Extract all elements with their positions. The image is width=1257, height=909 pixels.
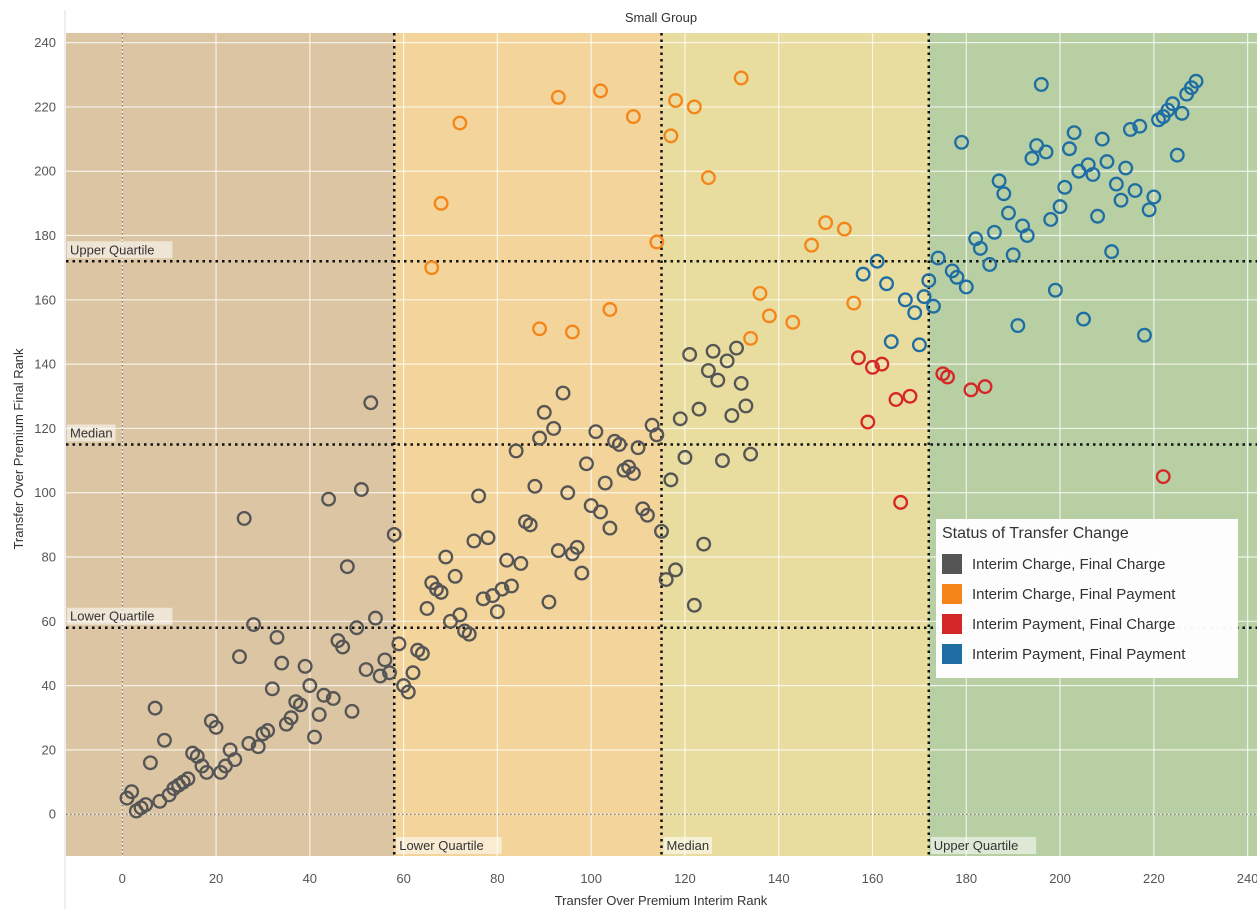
y-tick-label: 40 xyxy=(42,678,56,693)
reference-label: Upper Quartile xyxy=(70,242,155,257)
y-tick-label: 180 xyxy=(34,228,56,243)
legend-swatch xyxy=(942,644,962,664)
legend-label: Interim Charge, Final Charge xyxy=(972,556,1165,573)
y-tick-label: 0 xyxy=(49,807,56,822)
y-tick-label: 120 xyxy=(34,421,56,436)
x-tick-label: 240 xyxy=(1237,871,1257,886)
x-tick-label: 40 xyxy=(303,871,317,886)
x-tick-label: 180 xyxy=(955,871,977,886)
legend-item-payment-payment[interactable]: Interim Payment, Final Payment xyxy=(942,639,1232,669)
x-tick-label: 120 xyxy=(674,871,696,886)
chart-title: Small Group xyxy=(625,10,697,25)
y-tick-label: 20 xyxy=(42,742,56,757)
x-tick-label: 160 xyxy=(862,871,884,886)
legend-label: Interim Payment, Final Payment xyxy=(972,646,1185,663)
x-tick-label: 200 xyxy=(1049,871,1071,886)
reference-label: Lower Quartile xyxy=(399,838,484,853)
y-tick-label: 100 xyxy=(34,485,56,500)
y-axis-title: Transfer Over Premium Final Rank xyxy=(11,348,26,550)
legend-item-charge-payment[interactable]: Interim Charge, Final Payment xyxy=(942,579,1232,609)
legend-title: Status of Transfer Change xyxy=(942,525,1232,543)
legend-swatch xyxy=(942,584,962,604)
y-tick-label: 220 xyxy=(34,99,56,114)
y-tick-label: 200 xyxy=(34,164,56,179)
reference-label: Median xyxy=(667,838,710,853)
reference-label: Upper Quartile xyxy=(934,838,1019,853)
reference-label: Lower Quartile xyxy=(70,609,155,624)
legend-item-charge-charge[interactable]: Interim Charge, Final Charge xyxy=(942,549,1232,579)
reference-label: Median xyxy=(70,426,113,441)
y-tick-label: 140 xyxy=(34,357,56,372)
legend-item-payment-charge[interactable]: Interim Payment, Final Charge xyxy=(942,609,1232,639)
x-tick-label: 80 xyxy=(490,871,504,886)
x-tick-label: 220 xyxy=(1143,871,1165,886)
x-tick-label: 140 xyxy=(768,871,790,886)
legend: Status of Transfer Change Interim Charge… xyxy=(936,519,1238,678)
x-tick-label: 20 xyxy=(209,871,223,886)
y-tick-label: 160 xyxy=(34,292,56,307)
x-tick-label: 60 xyxy=(396,871,410,886)
legend-swatch xyxy=(942,554,962,574)
x-axis-title: Transfer Over Premium Interim Rank xyxy=(555,893,768,908)
x-tick-label: 100 xyxy=(580,871,602,886)
y-tick-label: 60 xyxy=(42,614,56,629)
legend-swatch xyxy=(942,614,962,634)
legend-label: Interim Charge, Final Payment xyxy=(972,586,1175,603)
y-tick-label: 80 xyxy=(42,550,56,565)
y-tick-label: 240 xyxy=(34,35,56,50)
x-tick-label: 0 xyxy=(119,871,126,886)
legend-label: Interim Payment, Final Charge xyxy=(972,616,1175,633)
